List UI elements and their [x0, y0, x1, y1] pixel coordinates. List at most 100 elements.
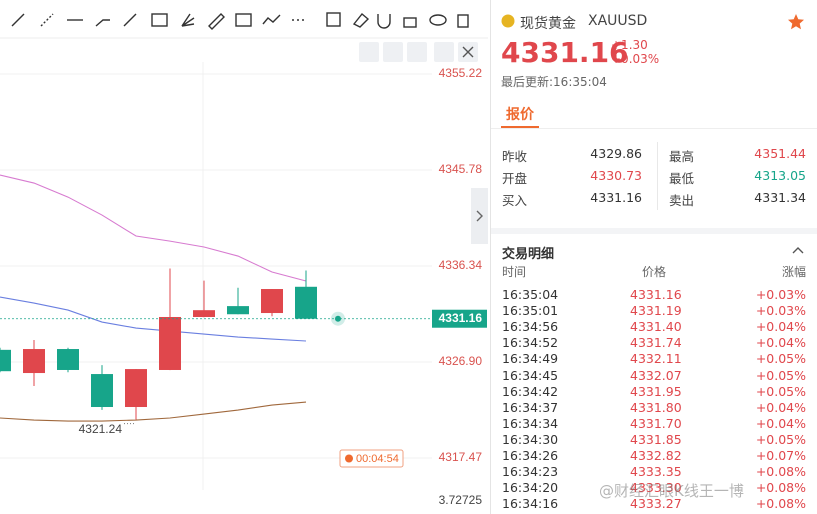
trade-time: 16:34:34: [502, 415, 559, 431]
y-tick-label: 4326.90: [439, 354, 483, 368]
tool-fan[interactable]: [181, 13, 195, 27]
current-price-tag: [432, 309, 487, 328]
trade-row: 16:34:20 4333.30 +0.08%: [502, 480, 806, 496]
tab-border: [491, 128, 817, 129]
tool-ray[interactable]: [11, 13, 25, 27]
trade-row: 16:34:56 4331.40 +0.04%: [502, 319, 806, 335]
trade-time: 16:34:20: [502, 480, 559, 496]
trade-price: 4333.30: [630, 480, 682, 496]
y-tick-label: 4317.47: [439, 450, 483, 464]
trade-change: +0.07%: [755, 448, 806, 463]
trade-time: 16:34:30: [502, 431, 559, 447]
trade-price: 4331.16: [630, 287, 682, 302]
stat-value: 4331.16: [590, 190, 642, 205]
trade-price: 4332.07: [630, 367, 682, 383]
trade-change: +0.04%: [755, 335, 806, 351]
trade-change: +0.08%: [755, 464, 806, 480]
header-change: 涨幅: [781, 265, 806, 279]
timer-box: [339, 449, 404, 468]
trade-row: 16:34:49 4332.11 +0.05%: [502, 351, 806, 367]
stat-label: 卖出: [669, 193, 695, 208]
sub-axis-label: 3.72725: [439, 493, 483, 507]
trade-row: 16:34:30 4331.85 +0.05%: [502, 432, 806, 448]
trade-change: +0.05%: [755, 367, 806, 383]
ma-line: [0, 174, 307, 282]
trade-time: 16:35:01: [502, 303, 559, 319]
trade-price: 4333.27: [630, 496, 682, 512]
toolbar: [11, 12, 469, 30]
trade-price: 4331.70: [630, 415, 682, 431]
trade-row: 16:34:26 4332.82 +0.07%: [502, 448, 806, 464]
trade-row: 16:34:34 4331.70 +0.04%: [502, 416, 806, 432]
tool-lock[interactable]: [403, 17, 417, 28]
stats-divider: [657, 142, 658, 210]
tool-magnet[interactable]: [377, 14, 391, 29]
trade-price: 4331.95: [630, 383, 682, 399]
trades-header: 时间 价格 涨幅: [502, 264, 806, 280]
favorite-star[interactable]: [787, 13, 805, 31]
stat-label: 最低: [669, 171, 695, 186]
stat-label: 开盘: [502, 171, 528, 186]
chart-controls: [359, 42, 478, 62]
y-tick-label: 4345.78: [439, 162, 483, 176]
trade-row: 16:34:16 4333.27 +0.08%: [502, 496, 806, 512]
tool-fib[interactable]: [151, 13, 168, 27]
ma-line: [0, 296, 307, 342]
tool-image[interactable]: [235, 13, 252, 27]
trades-title: 交易明细: [502, 247, 555, 262]
control-fullscreen[interactable]: [434, 42, 454, 62]
stat-value: 4313.05: [754, 168, 806, 183]
stat-value: 4331.34: [754, 190, 806, 205]
control-draw[interactable]: [383, 42, 403, 62]
tool-eraser[interactable]: [352, 13, 370, 28]
stat-label: 昨收: [502, 149, 528, 164]
trade-change: +0.05%: [755, 351, 806, 367]
trade-time: 16:35:04: [502, 287, 559, 302]
trade-price: 4331.74: [630, 335, 682, 351]
trade-price: 4331.80: [630, 399, 682, 415]
tool-wave[interactable]: [262, 14, 281, 25]
tool-brush[interactable]: [208, 13, 225, 30]
chart-area: 3.72725 4355.22 4345.78 4336.34 4326.90 4317…: [0, 12, 488, 507]
tab-underline: [501, 126, 539, 128]
quote-name: 现货黄金: [520, 16, 576, 32]
trade-time: 16:34:16: [502, 496, 559, 512]
y-tick-label: 4336.34: [439, 258, 483, 272]
trade-time: 16:34:26: [502, 448, 559, 463]
quote-price: 4331.16: [501, 36, 629, 69]
tool-delete[interactable]: [457, 14, 469, 28]
collapse-button[interactable]: [471, 188, 488, 244]
timer-label: 00:04:54: [356, 453, 399, 465]
quote-symbol: XAUUSD: [588, 13, 648, 29]
section-gap: [491, 228, 817, 234]
control-candle[interactable]: [407, 42, 427, 62]
trade-change: +0.05%: [755, 431, 806, 447]
low-label: 4321.24: [79, 422, 123, 436]
header-time: 时间: [502, 265, 527, 279]
quote-updated: 最后更新:16:35:04: [501, 75, 607, 89]
control-indicator[interactable]: [359, 42, 379, 62]
candle-body: [91, 374, 113, 408]
trade-price: 4331.19: [630, 303, 682, 319]
tool-edit[interactable]: [326, 12, 341, 27]
trade-change: +0.05%: [755, 383, 806, 399]
trade-change: +0.03%: [755, 303, 806, 319]
y-tick-label: 4355.22: [439, 66, 483, 80]
stat-label: 最高: [669, 149, 695, 164]
tool-extended[interactable]: [40, 13, 54, 27]
trade-row: 16:35:01 4331.19 +0.03%: [502, 303, 806, 319]
ma-line: [0, 401, 307, 422]
candle-body: [295, 286, 317, 319]
stat-value: 4330.73: [590, 168, 642, 183]
tool-eye[interactable]: [429, 14, 447, 26]
trade-change: +0.04%: [755, 319, 806, 335]
trades-toggle[interactable]: [791, 245, 805, 255]
tool-segment[interactable]: [95, 19, 110, 27]
trade-row: 16:34:23 4333.35 +0.08%: [502, 464, 806, 480]
stat-label: 买入: [502, 193, 528, 208]
tool-trend[interactable]: [123, 13, 137, 27]
tab-quote[interactable]: 报价: [506, 107, 534, 123]
trade-price: 4332.82: [630, 448, 682, 463]
gold-icon: [501, 14, 515, 28]
